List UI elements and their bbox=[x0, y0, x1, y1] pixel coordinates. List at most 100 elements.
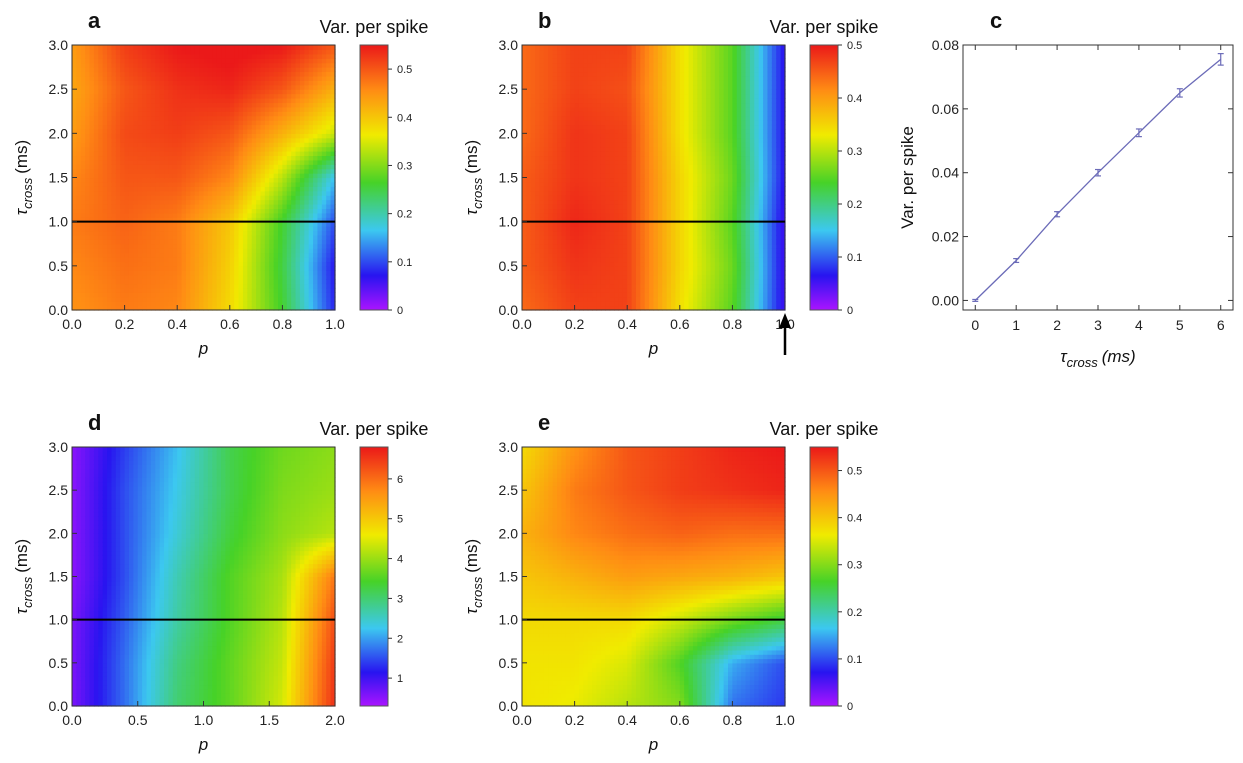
heatmap-cell bbox=[234, 168, 240, 174]
heatmap-cell bbox=[181, 146, 187, 152]
heatmap-cell bbox=[128, 133, 134, 139]
heatmap-cell bbox=[273, 190, 279, 196]
heatmap-cell bbox=[273, 151, 279, 157]
heatmap-cell bbox=[207, 53, 213, 59]
heatmap-cell bbox=[596, 84, 602, 90]
heatmap-cell bbox=[256, 159, 262, 165]
heatmap-cell bbox=[107, 248, 113, 254]
heatmap-cell bbox=[304, 75, 310, 81]
heatmap-cell bbox=[548, 164, 554, 170]
heatmap-cell bbox=[282, 305, 288, 311]
heatmap-cell bbox=[552, 274, 558, 280]
heatmap-cell bbox=[242, 84, 248, 90]
heatmap-cell bbox=[291, 93, 297, 99]
heatmap-cell bbox=[212, 49, 218, 55]
heatmap-cell bbox=[618, 261, 624, 267]
heatmap-cell bbox=[242, 49, 248, 55]
heatmap-cell bbox=[256, 181, 262, 187]
heatmap-cell bbox=[596, 137, 602, 143]
heatmap-cell bbox=[543, 230, 549, 236]
heatmap-cell bbox=[111, 181, 117, 187]
heatmap-cell bbox=[98, 279, 104, 285]
heatmap-cell bbox=[128, 204, 134, 210]
heatmap-cell bbox=[137, 226, 143, 232]
heatmap-cell bbox=[115, 248, 121, 254]
heatmap-cell bbox=[120, 80, 126, 86]
heatmap-cell bbox=[146, 212, 152, 218]
heatmap-cell bbox=[111, 204, 117, 210]
heatmap-cell bbox=[185, 49, 191, 55]
heatmap-cell bbox=[326, 221, 332, 227]
heatmap-cell bbox=[596, 111, 602, 117]
heatmap-cell bbox=[177, 84, 183, 90]
heatmap-cell bbox=[142, 84, 148, 90]
heatmap-cell bbox=[522, 234, 527, 240]
heatmap-cell bbox=[185, 151, 191, 157]
heatmap-cell bbox=[242, 168, 248, 174]
heatmap-cell bbox=[225, 239, 231, 245]
heatmap-cell bbox=[76, 80, 82, 86]
heatmap-cell bbox=[526, 204, 532, 210]
heatmap-cell bbox=[247, 186, 253, 192]
heatmap-cell bbox=[295, 124, 301, 130]
heatmap-cell bbox=[578, 181, 584, 187]
heatmap-cell bbox=[330, 168, 336, 174]
heatmap-cell bbox=[251, 93, 257, 99]
heatmap-cell bbox=[194, 133, 200, 139]
heatmap-cell bbox=[313, 155, 319, 161]
heatmap-cell bbox=[229, 164, 235, 170]
heatmap-cell bbox=[85, 168, 91, 174]
heatmap-cell bbox=[225, 186, 231, 192]
heatmap-cell bbox=[146, 120, 152, 126]
heatmap-cell bbox=[578, 75, 584, 81]
heatmap-cell bbox=[317, 252, 323, 258]
heatmap-cell bbox=[199, 106, 205, 112]
heatmap-cell bbox=[526, 75, 532, 81]
heatmap-cell bbox=[102, 292, 108, 298]
heatmap-cell bbox=[282, 181, 288, 187]
heatmap-cell bbox=[251, 80, 257, 86]
heatmap-cell bbox=[609, 146, 615, 152]
heatmap-cell bbox=[299, 80, 305, 86]
heatmap-cell bbox=[98, 212, 104, 218]
heatmap-cell bbox=[142, 71, 148, 77]
heatmap-cell bbox=[269, 195, 275, 201]
heatmap-cell bbox=[133, 301, 139, 307]
heatmap-cell bbox=[530, 252, 536, 258]
heatmap-cell bbox=[530, 133, 536, 139]
colorbar-bar bbox=[359, 44, 389, 311]
heatmap-cell bbox=[614, 102, 620, 108]
heatmap-cell bbox=[172, 181, 178, 187]
heatmap-cell bbox=[596, 305, 602, 311]
heatmap-cell bbox=[583, 128, 589, 134]
heatmap-cell bbox=[596, 243, 602, 249]
heatmap-cell bbox=[543, 155, 549, 161]
heatmap-cell bbox=[85, 239, 91, 245]
heatmap-cell bbox=[111, 71, 117, 77]
heatmap-cell bbox=[565, 305, 571, 311]
heatmap-cell bbox=[203, 137, 209, 143]
heatmap-cell bbox=[164, 181, 170, 187]
heatmap-cell bbox=[102, 124, 108, 130]
heatmap-cell bbox=[614, 212, 620, 218]
heatmap-cell bbox=[164, 142, 170, 148]
heatmap-cell bbox=[317, 155, 323, 161]
heatmap-cell bbox=[111, 287, 117, 293]
heatmap-cell bbox=[89, 45, 95, 51]
heatmap-cell bbox=[102, 84, 108, 90]
heatmap-cell bbox=[80, 226, 86, 232]
heatmap-cell bbox=[583, 80, 589, 86]
heatmap-cell bbox=[133, 115, 139, 121]
heatmap-cell bbox=[260, 252, 266, 258]
heatmap-cell bbox=[203, 221, 209, 227]
heatmap-cell bbox=[609, 270, 615, 276]
heatmap-cell bbox=[185, 133, 191, 139]
heatmap-cell bbox=[264, 133, 270, 139]
heatmap-cell bbox=[76, 226, 82, 232]
heatmap-cell bbox=[330, 195, 336, 201]
heatmap-cell bbox=[596, 115, 602, 121]
heatmap-cell bbox=[583, 151, 589, 157]
heatmap-cell bbox=[282, 301, 288, 307]
heatmap-cell bbox=[592, 257, 598, 263]
heatmap-cell bbox=[535, 217, 541, 223]
